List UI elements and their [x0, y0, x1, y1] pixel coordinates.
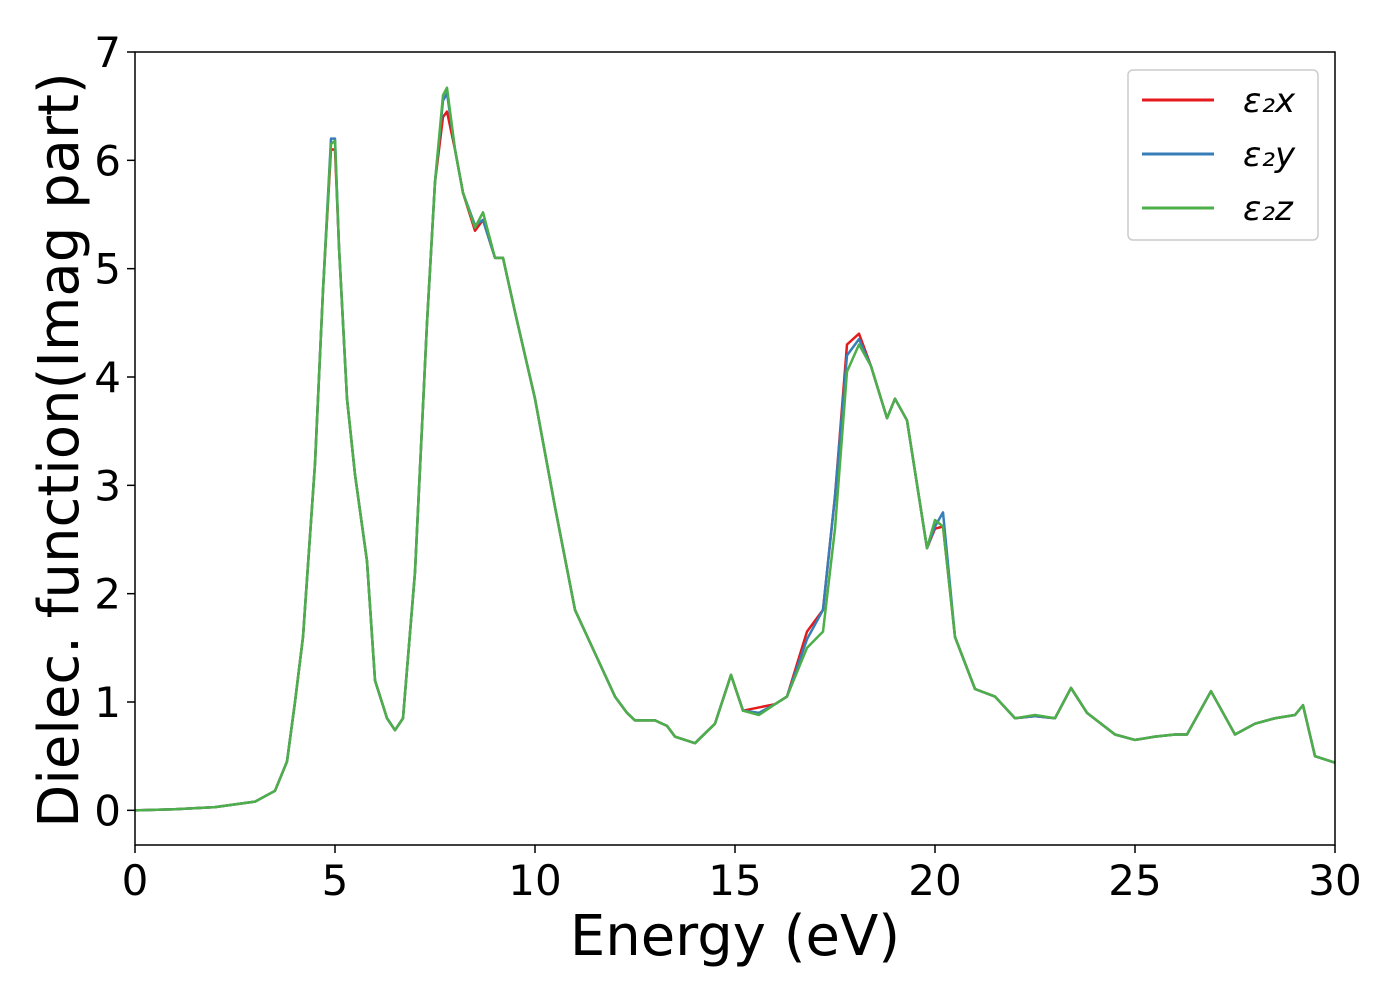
y-axis-label: Dielec. function(Imag part): [27, 72, 92, 828]
y-tick-label: 0: [94, 786, 121, 835]
x-tick-label: 25: [1108, 856, 1161, 905]
y-tick-label: 4: [94, 353, 121, 402]
series-line: [134, 86, 1336, 812]
y-tick-label: 2: [94, 570, 121, 619]
x-axis-label: Energy (eV): [570, 904, 900, 969]
x-tick-label: 0: [122, 856, 149, 905]
legend: ε₂x ε₂y ε₂z: [1127, 69, 1319, 241]
x-tick-label: 5: [322, 856, 349, 905]
y-tick-label: 3: [94, 461, 121, 510]
y-tick-label: 1: [94, 678, 121, 727]
y-tick-label: 6: [94, 136, 121, 185]
legend-label: ε₂x: [1243, 81, 1296, 121]
x-tick-label: 15: [708, 856, 761, 905]
x-tick-label: 10: [508, 856, 561, 905]
legend-box: [1127, 69, 1319, 241]
legend-label: ε₂z: [1243, 189, 1294, 229]
plot-frame: [134, 51, 1336, 846]
x-tick-label: 30: [1308, 856, 1361, 905]
x-tick-label: 20: [908, 856, 961, 905]
y-tick-label: 5: [94, 245, 121, 294]
y-tick-label: 7: [94, 28, 121, 77]
legend-label: ε₂y: [1243, 135, 1296, 175]
